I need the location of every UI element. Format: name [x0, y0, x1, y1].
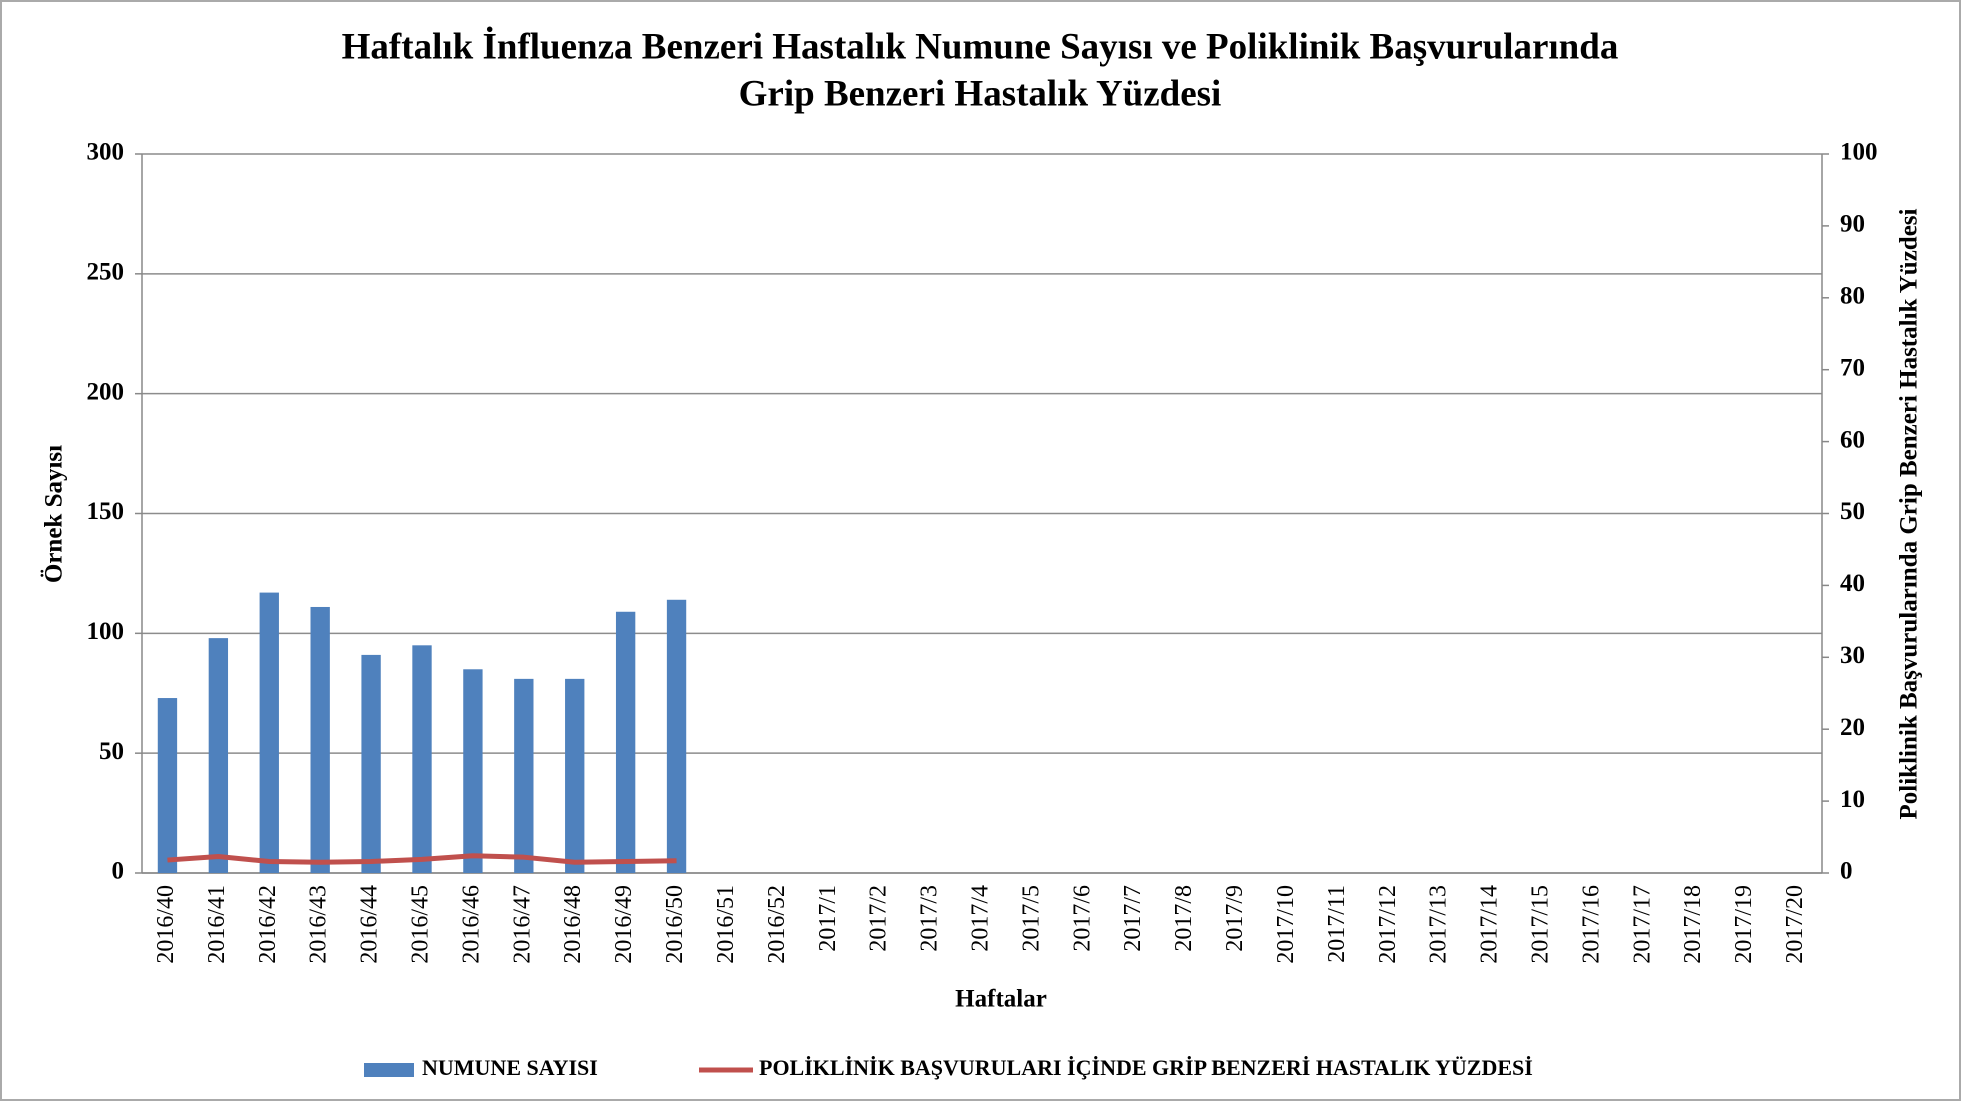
y2-tick-label: 30 [1840, 642, 1865, 669]
y2-tick-label: 70 [1840, 354, 1865, 381]
x-tick-label: 2016/40 [153, 885, 179, 964]
bar [514, 678, 534, 873]
y-tick-label: 200 [87, 378, 125, 405]
x-tick-label: 2017/11 [1324, 885, 1350, 963]
y2-tick-label: 80 [1840, 283, 1865, 310]
y-tick-label: 100 [87, 618, 125, 645]
x-tick-label: 2016/43 [306, 885, 332, 964]
x-tick-label: 2017/8 [1171, 885, 1197, 952]
bar [412, 645, 432, 873]
y2-tick-label: 50 [1840, 498, 1865, 525]
chart-title: Haftalık İnfluenza Benzeri Hastalık Numu… [342, 25, 1619, 67]
bar [361, 654, 381, 873]
x-tick-label: 2016/48 [560, 885, 586, 964]
x-tick-label: 2016/52 [764, 885, 790, 964]
y2-tick-label: 20 [1840, 714, 1865, 741]
x-tick-label: 2017/15 [1528, 885, 1554, 964]
legend-swatch [364, 1063, 414, 1077]
x-tick-label: 2016/49 [611, 885, 637, 964]
x-tick-label: 2016/41 [204, 885, 230, 964]
y-tick-label: 0 [112, 858, 125, 885]
bar [259, 592, 279, 873]
bar [310, 606, 330, 873]
x-tick-label: 2017/9 [1222, 885, 1248, 952]
x-tick-label: 2017/12 [1375, 885, 1401, 964]
x-tick-label: 2017/10 [1273, 885, 1299, 964]
x-tick-label: 2016/51 [713, 885, 739, 964]
y2-tick-label: 10 [1840, 786, 1865, 813]
x-tick-label: 2017/13 [1426, 885, 1452, 964]
x-tick-label: 2016/46 [458, 885, 484, 964]
bar [666, 599, 687, 873]
x-tick-label: 2016/42 [255, 885, 281, 964]
bar [565, 678, 585, 873]
x-tick-label: 2016/50 [662, 885, 688, 964]
bar [615, 611, 636, 873]
x-tick-label: 2016/44 [357, 885, 383, 964]
y-tick-label: 150 [87, 498, 125, 525]
chart-title: Grip Benzeri Hastalık Yüzdesi [739, 73, 1222, 114]
x-tick-label: 2017/7 [1120, 885, 1146, 952]
y-tick-label: 300 [87, 139, 125, 166]
x-tick-label: 2017/6 [1069, 885, 1095, 952]
y-tick-label: 250 [87, 259, 125, 286]
x-tick-label: 2017/5 [1018, 885, 1044, 952]
y2-tick-label: 40 [1840, 570, 1865, 597]
x-tick-label: 2017/17 [1629, 885, 1655, 964]
y-tick-label: 50 [99, 738, 124, 765]
x-tick-label: 2017/3 [917, 885, 943, 952]
y-axis-label: Örnek Sayısı [41, 445, 68, 583]
y2-tick-label: 60 [1840, 426, 1865, 453]
x-tick-label: 2017/2 [866, 885, 892, 952]
x-tick-label: 2016/45 [408, 885, 434, 964]
x-tick-label: 2017/20 [1782, 885, 1808, 964]
x-tick-label: 2017/4 [968, 885, 994, 952]
x-axis-label: Haftalar [955, 986, 1047, 1013]
y2-axis-label: Poliklinik Başvurularında Grip Benzeri H… [1896, 208, 1923, 819]
x-tick-label: 2017/16 [1578, 885, 1604, 964]
x-tick-label: 2017/14 [1477, 885, 1503, 964]
x-tick-label: 2017/19 [1731, 885, 1757, 964]
bar [208, 638, 229, 873]
bar [157, 698, 178, 873]
bar [463, 669, 483, 873]
x-tick-label: 2017/18 [1680, 885, 1706, 964]
line-series [167, 853, 677, 865]
y2-tick-label: 90 [1840, 211, 1865, 238]
x-tick-label: 2016/47 [509, 885, 535, 964]
y2-tick-label: 100 [1840, 139, 1878, 166]
x-tick-label: 2017/1 [815, 885, 841, 952]
y2-tick-label: 0 [1840, 858, 1853, 885]
legend-label: POLİKLİNİK BAŞVURULARI İÇİNDE GRİP BENZE… [759, 1055, 1533, 1080]
legend-label: NUMUNE SAYISI [422, 1055, 598, 1080]
